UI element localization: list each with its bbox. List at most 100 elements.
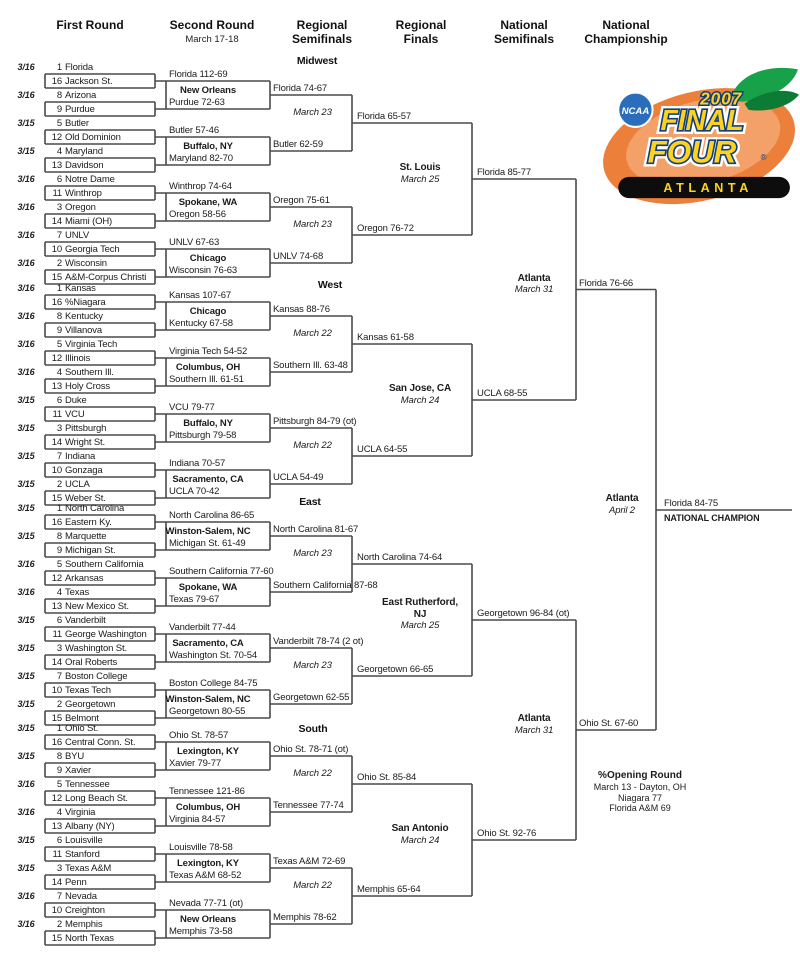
host-city: Winston-Salem, NC — [165, 694, 251, 705]
round2-winner: Pittsburgh 84-79 (ot) — [273, 416, 357, 427]
team-entry: 7 UNLV — [45, 230, 157, 241]
team-entry: 12 Long Beach St. — [45, 793, 157, 804]
host-city: Winston-Salem, NC — [165, 526, 251, 537]
team-seed: 4 — [56, 587, 62, 598]
team-entry: 1 Florida — [45, 62, 157, 73]
regional-site-name: St. Louis — [399, 161, 441, 173]
game-date: 3/15 — [17, 751, 35, 761]
team-seed: 10 — [51, 465, 62, 476]
team-entry: 9 Villanova — [45, 325, 157, 336]
national-semifinal-winner: Ohio St. 67-60 — [579, 718, 639, 729]
round1-winner: UNLV 67-63 — [169, 237, 220, 248]
team-name: Georgia Tech — [65, 244, 120, 255]
game-date: 3/15 — [17, 835, 35, 845]
team-entry: 6 Duke — [45, 395, 157, 406]
team-entry: 2 Georgetown — [45, 699, 157, 710]
team-entry: 13 Holy Cross — [45, 381, 157, 392]
team-seed: 7 — [56, 671, 62, 682]
team-name: Texas Tech — [65, 685, 111, 696]
round1-winner: Southern California 77-60 — [169, 566, 274, 577]
ncaa-logo-text: NCAA — [622, 106, 650, 117]
logo-word2: FOUR — [648, 134, 737, 169]
regional-semifinal-winner: Kansas 61-58 — [357, 332, 414, 343]
team-entry: 8 Arizona — [45, 90, 157, 101]
team-name: Georgetown — [65, 699, 116, 710]
team-entry: 15 Belmont — [45, 713, 157, 724]
team-entry: 11 George Washington — [45, 629, 157, 640]
team-seed: 16 — [51, 297, 62, 308]
round1-winner: Winthrop 74-64 — [169, 181, 232, 192]
team-seed: 4 — [56, 807, 62, 818]
regional-semifinal-winner: UCLA 64-55 — [357, 444, 408, 455]
regional-site: St. Louis March 25 — [380, 162, 460, 185]
team-name: North Carolina — [65, 503, 125, 514]
regional-site-name: East Rutherford, NJ — [382, 597, 458, 620]
team-entry: 4 Virginia — [45, 807, 157, 818]
regional-semifinal-winner: Georgetown 66-65 — [357, 664, 434, 675]
regional-semifinal-winner: North Carolina 74-64 — [357, 552, 443, 563]
team-entry: 16 %Niagara — [45, 297, 157, 308]
team-name: Winthrop — [65, 188, 102, 199]
logo-word1-outline: FINAL — [660, 104, 743, 136]
team-entry: 5 Tennessee — [45, 779, 157, 790]
team-entry: 10 Georgia Tech — [45, 244, 157, 255]
team-entry: 13 Davidson — [45, 160, 157, 171]
team-seed: 8 — [56, 90, 62, 101]
championship-site: Atlanta April 2 — [582, 493, 662, 516]
opening-round-title: %Opening Round — [598, 770, 682, 781]
team-entry: 10 Gonzaga — [45, 465, 157, 476]
team-entry: 9 Xavier — [45, 765, 157, 776]
team-name: Pittsburgh — [65, 423, 107, 434]
host-city: New Orleans — [180, 85, 236, 96]
team-name: Maryland — [65, 146, 103, 157]
team-entry: 1 Kansas — [45, 283, 157, 294]
team-name: Tennessee — [65, 779, 110, 790]
round1-winner: Southern Ill. 61-51 — [169, 374, 244, 385]
game-date: 3/16 — [17, 202, 35, 212]
column-header: Regional Finals — [395, 18, 447, 46]
round1-winner: Louisville 78-58 — [169, 842, 233, 853]
team-seed: 16 — [51, 737, 62, 748]
round1-winner: Maryland 82-70 — [169, 153, 233, 164]
team-name: Belmont — [65, 713, 99, 724]
team-name: Butler — [65, 118, 89, 129]
round1-winner: Texas A&M 68-52 — [169, 870, 242, 881]
regional-site: San Antonio March 24 — [380, 823, 460, 846]
opening-round-line: Niagara 77 — [617, 792, 663, 803]
team-seed: 16 — [51, 517, 62, 528]
round2-winner: UNLV 74-68 — [273, 251, 324, 262]
team-name: Miami (OH) — [65, 216, 113, 227]
team-seed: 1 — [56, 62, 62, 73]
team-seed: 3 — [56, 863, 62, 874]
team-seed: 5 — [56, 559, 62, 570]
team-name: Texas — [65, 587, 90, 598]
team-seed: 8 — [56, 531, 62, 542]
team-entry: 14 Wright St. — [45, 437, 157, 448]
team-entry: 8 BYU — [45, 751, 157, 762]
team-seed: 2 — [56, 479, 62, 490]
team-entry: 6 Vanderbilt — [45, 615, 157, 626]
team-entry: 8 Kentucky — [45, 311, 157, 322]
game-date: 3/15 — [17, 451, 35, 461]
team-seed: 13 — [51, 381, 62, 392]
regional-site: San Jose, CA March 24 — [380, 383, 460, 406]
round1-winner: Purdue 72-63 — [169, 97, 225, 108]
team-entry: 9 Michigan St. — [45, 545, 157, 556]
round1-winner: Indiana 70-57 — [169, 458, 226, 469]
team-seed: 5 — [56, 339, 62, 350]
team-seed: 9 — [56, 765, 62, 776]
regional-site-date: March 24 — [400, 834, 440, 846]
opening-round-note: %Opening Round March 13 - Dayton, OH Nia… — [555, 770, 725, 814]
team-name: Vanderbilt — [65, 615, 106, 626]
team-seed: 8 — [56, 751, 62, 762]
column-header: National Championship — [584, 18, 668, 46]
team-name: Kentucky — [65, 311, 103, 322]
national-champion-label: NATIONAL CHAMPION — [664, 513, 760, 523]
regional-semifinal-date: March 22 — [293, 328, 332, 339]
host-city: Lexington, KY — [177, 858, 239, 869]
game-date: 3/15 — [17, 395, 35, 405]
team-seed: 4 — [56, 367, 62, 378]
team-name: Florida — [65, 62, 93, 73]
round2-winner: Georgetown 62-55 — [273, 692, 350, 703]
